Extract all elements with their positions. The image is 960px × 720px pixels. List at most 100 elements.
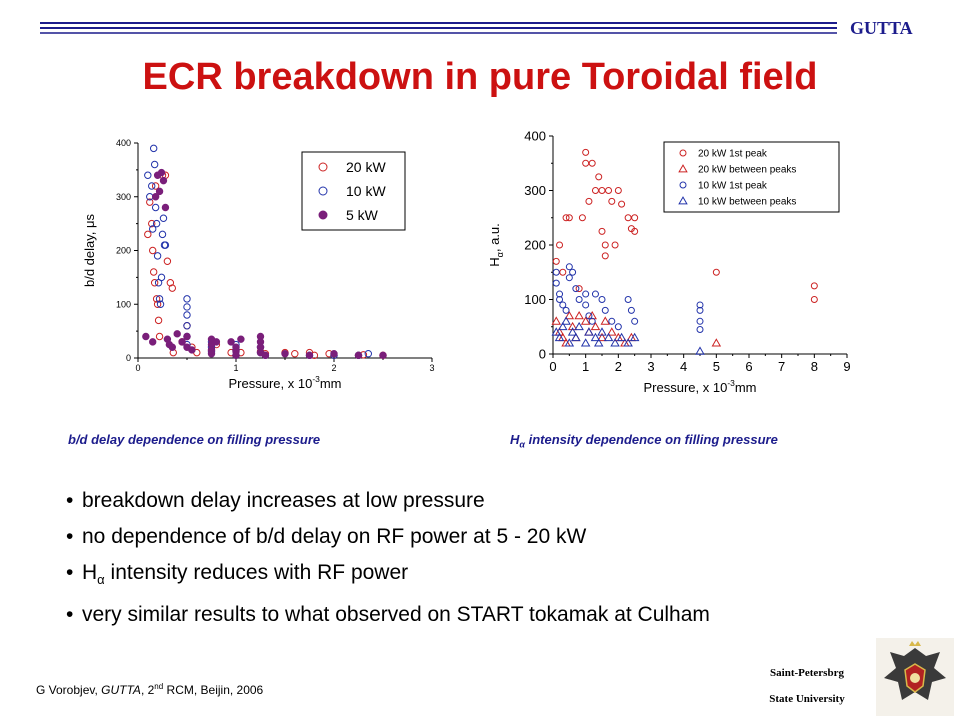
data-point: [151, 193, 160, 201]
footer-author: G Vorobjev,: [36, 683, 102, 697]
data-point: [582, 159, 590, 167]
data-point: [567, 321, 578, 331]
data-point: [552, 257, 560, 265]
data-point: [608, 317, 616, 325]
data-point: [601, 252, 609, 260]
footer-project: GUTTA: [101, 683, 141, 697]
caption-halpha: Hα intensity dependence on filling press…: [510, 432, 778, 450]
data-point: [614, 187, 622, 194]
data-point: [631, 214, 639, 222]
data-point: [556, 296, 564, 303]
data-point: [624, 214, 632, 222]
data-point: [580, 338, 591, 347]
bullet-list: • breakdown delay increases at low pressu…: [66, 486, 710, 636]
x-axis-label-base: Pressure, x 10: [643, 380, 727, 395]
data-point: [631, 317, 639, 325]
data-point: [149, 246, 157, 255]
y-tick-label: 100: [524, 292, 546, 307]
data-point: [150, 279, 159, 287]
data-point: [551, 327, 562, 336]
x-axis-label: Pressure, x 10-3mm: [228, 374, 341, 391]
series-group: [142, 168, 387, 360]
data-point: [597, 332, 607, 342]
data-point: [207, 350, 216, 358]
data-point: [575, 285, 583, 293]
university-line2: State University: [769, 693, 845, 705]
data-point: [173, 330, 181, 338]
y-axis-label-main: H: [487, 257, 502, 266]
data-point: [582, 148, 590, 156]
y-axis-label-unit: μs: [82, 213, 97, 227]
university-crest-emblem: [876, 638, 954, 716]
data-point: [611, 241, 619, 249]
data-point: [601, 241, 609, 249]
data-point: [354, 351, 363, 360]
legend-marker: [318, 162, 328, 172]
data-point: [142, 332, 150, 341]
data-point: [567, 327, 578, 336]
data-point: [151, 203, 160, 212]
legend-marker: [678, 164, 688, 173]
data-point: [696, 317, 704, 325]
data-point: [155, 295, 164, 303]
x-axis-label-tail: mm: [320, 376, 342, 391]
bullet-sub: α: [97, 572, 105, 588]
data-point: [696, 301, 704, 309]
bd-delay-chart: 0 1 2 3 0 100 200 300 400 Pressure, x 10-3mm b/d d…: [82, 138, 435, 391]
x-tick-label: 9: [843, 359, 850, 374]
data-point: [188, 346, 196, 354]
legend: 20 kW 1st peak 20 kW between peaks 10 kW 1…: [663, 141, 840, 213]
data-point: [148, 182, 156, 190]
footer-credit: G Vorobjev, GUTTA, 2nd RCM, Beijin, 2006: [36, 682, 263, 697]
data-point: [157, 168, 166, 177]
data-point: [150, 160, 159, 169]
legend-marker: [318, 186, 328, 196]
data-point: [183, 303, 191, 311]
data-point: [144, 230, 152, 239]
data-point: [178, 338, 186, 346]
x-axis-label: Pressure, x 10-3mm: [643, 378, 756, 395]
bullet-text: no dependence of b/d delay on RF power a…: [82, 525, 587, 548]
data-point: [574, 321, 584, 331]
series-group: [552, 263, 704, 333]
data-point: [603, 332, 614, 342]
data-point: [696, 325, 704, 333]
data-point: [163, 257, 172, 265]
university-line1: Saint-Petersbrg: [770, 667, 844, 679]
data-point: [159, 176, 168, 185]
footer-rest-b: RCM, Beijin, 2006: [163, 683, 264, 697]
y-tick-label: 200: [116, 246, 131, 256]
caption-right-sub: α: [519, 439, 525, 450]
data-point: [149, 338, 157, 346]
data-point: [151, 182, 160, 190]
data-point: [597, 327, 607, 336]
data-point: [152, 295, 161, 303]
y-tick-label: 400: [116, 138, 131, 148]
data-point: [607, 327, 617, 336]
data-point: [582, 301, 590, 309]
legend-label: 20 kW between peaks: [698, 165, 796, 176]
legend-label: 20 kW 1st peak: [698, 149, 768, 160]
x-tick-label: 4: [680, 359, 687, 374]
x-tick-label: 5: [713, 359, 720, 374]
data-point: [580, 316, 591, 325]
data-point: [629, 332, 640, 342]
bullet-dot: •: [66, 561, 74, 584]
data-point: [601, 306, 609, 314]
data-point: [598, 296, 606, 303]
data-point: [149, 225, 157, 233]
data-point: [711, 338, 722, 347]
data-point: [631, 227, 639, 235]
data-point: [593, 338, 604, 347]
y-tick-label: 300: [116, 192, 131, 202]
bullet-item: • breakdown delay increases at low pressu…: [66, 486, 710, 522]
data-point: [565, 263, 573, 271]
data-point: [565, 214, 573, 222]
data-point: [591, 290, 599, 298]
x-tick-label: 0: [135, 363, 140, 373]
data-point: [696, 306, 704, 314]
data-point: [156, 300, 165, 308]
data-point: [565, 274, 573, 282]
y-tick-label: 100: [116, 299, 131, 309]
data-point: [598, 187, 606, 194]
